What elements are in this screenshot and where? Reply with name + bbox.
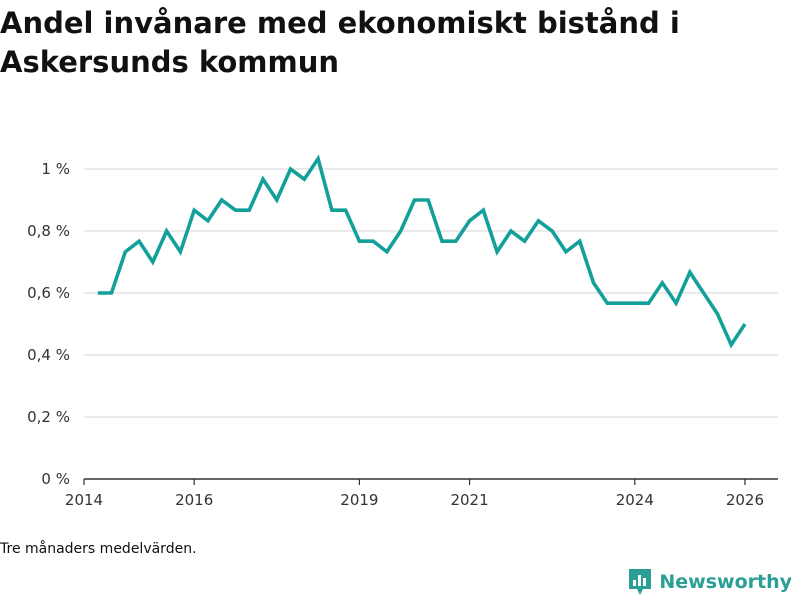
y-axis-tick-labels: 0 % 0,2 % 0,4 % 0,6 % 0,8 % 1 % — [27, 160, 70, 488]
x-tick-label: 2026 — [726, 491, 764, 509]
data-point — [220, 198, 223, 201]
data-point — [468, 219, 471, 222]
data-point — [372, 240, 375, 243]
x-tick-label: 2024 — [616, 491, 654, 509]
data-point — [165, 229, 168, 232]
grid-lines — [84, 168, 778, 418]
data-point — [96, 291, 99, 294]
data-point — [551, 229, 554, 232]
data-point — [179, 250, 182, 253]
data-point — [151, 260, 154, 263]
data-point — [606, 302, 609, 305]
data-point — [303, 178, 306, 181]
data-point — [495, 250, 498, 253]
data-point — [537, 219, 540, 222]
series-line — [97, 154, 747, 349]
data-point — [633, 302, 636, 305]
data-point — [330, 209, 333, 212]
y-tick-label: 0 % — [41, 470, 70, 488]
data-point — [206, 219, 209, 222]
y-tick-label: 0,2 % — [27, 408, 70, 426]
data-point — [234, 209, 237, 212]
data-point — [647, 302, 650, 305]
y-tick-label: 1 % — [41, 160, 70, 178]
data-point — [124, 250, 127, 253]
data-point — [440, 240, 443, 243]
chart-caption: Tre månaders medelvärden. — [0, 541, 197, 557]
x-axis: 2014 2016 2019 2021 2024 2026 — [65, 478, 778, 509]
data-point — [661, 281, 664, 284]
x-tick-label: 2014 — [65, 491, 103, 509]
data-point — [261, 178, 264, 181]
data-point — [523, 240, 526, 243]
series-layer — [96, 154, 747, 349]
data-point — [193, 209, 196, 212]
data-point — [482, 209, 485, 212]
y-tick-label: 0,6 % — [27, 284, 70, 302]
data-point — [716, 312, 719, 315]
data-point — [275, 198, 278, 201]
data-point — [619, 302, 622, 305]
data-point — [137, 240, 140, 243]
chart-title: Andel invånare med ekonomiskt bistånd i … — [0, 6, 680, 79]
data-point — [578, 240, 581, 243]
data-point — [454, 240, 457, 243]
data-point — [385, 250, 388, 253]
data-point — [427, 198, 430, 201]
x-tick-label: 2019 — [340, 491, 378, 509]
data-point — [592, 281, 595, 284]
data-point — [702, 291, 705, 294]
newsworthy-logo-icon — [629, 569, 652, 595]
data-point — [344, 209, 347, 212]
data-point — [316, 157, 319, 160]
data-point — [399, 229, 402, 232]
data-point — [248, 209, 251, 212]
brand-logo[interactable]: Newsworthy — [627, 566, 792, 598]
data-point — [358, 240, 361, 243]
data-point — [688, 271, 691, 274]
data-point — [564, 250, 567, 253]
data-point — [730, 343, 733, 346]
y-tick-label: 0,8 % — [27, 222, 70, 240]
x-tick-label: 2021 — [450, 491, 488, 509]
y-tick-label: 0,4 % — [27, 346, 70, 364]
data-point — [110, 291, 113, 294]
x-tick-label: 2016 — [175, 491, 213, 509]
data-point — [289, 167, 292, 170]
data-point — [509, 229, 512, 232]
brand-name: Newsworthy — [659, 571, 792, 593]
data-point — [413, 198, 416, 201]
data-point — [743, 322, 746, 325]
data-point — [675, 302, 678, 305]
